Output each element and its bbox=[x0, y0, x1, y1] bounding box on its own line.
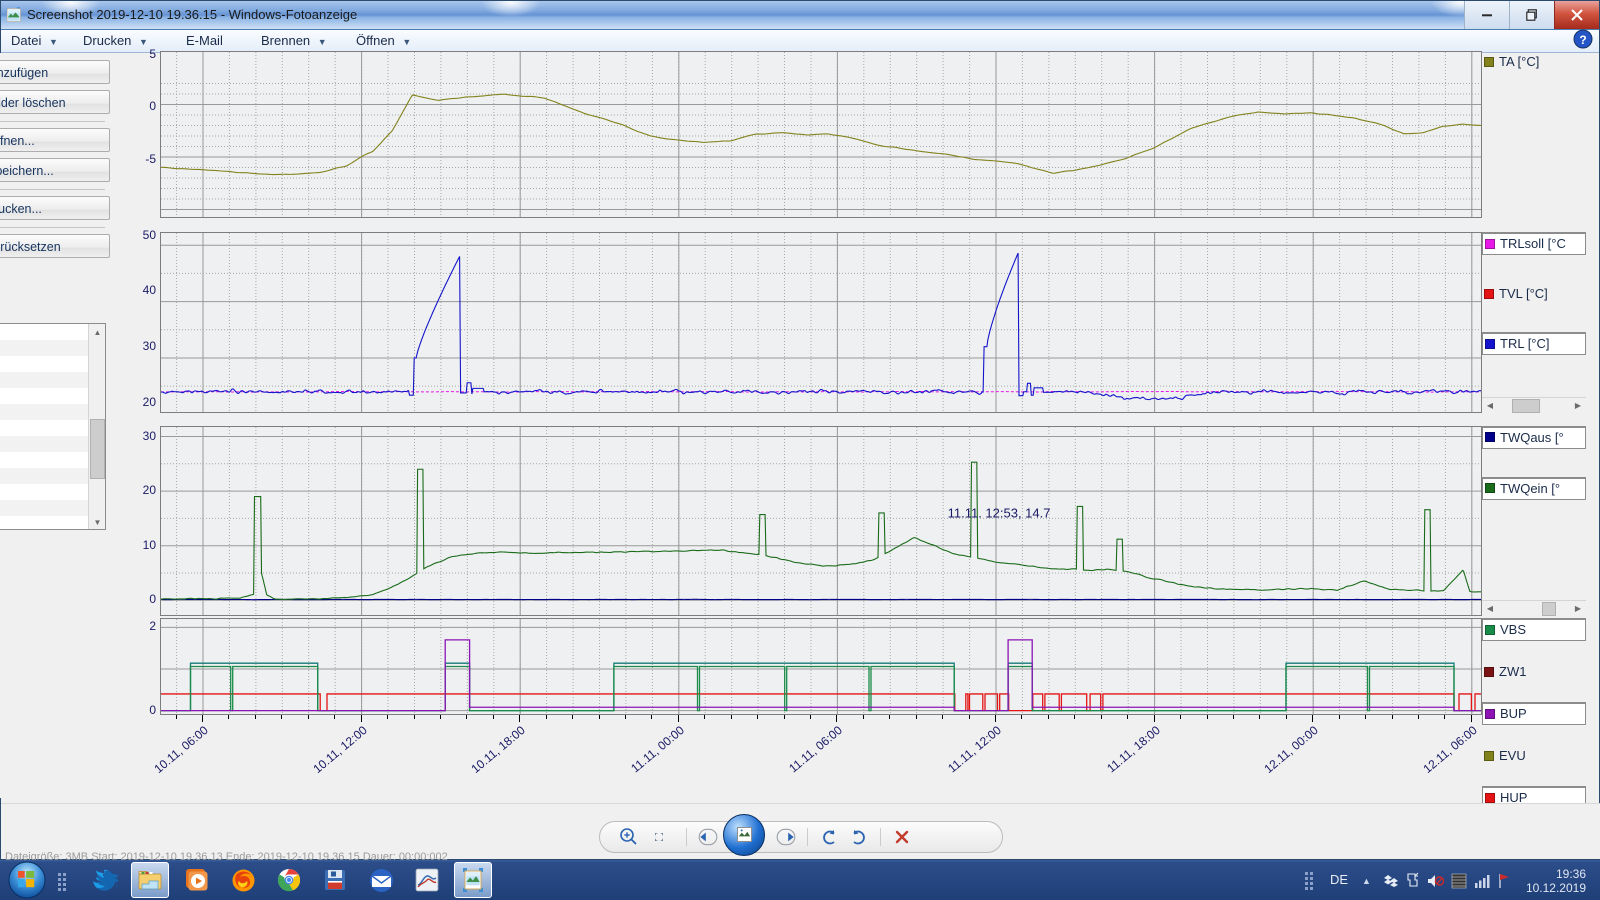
svg-text:?: ? bbox=[1579, 33, 1586, 47]
svg-text:11.11. 12:53, 14.7: 11.11. 12:53, 14.7 bbox=[948, 505, 1051, 520]
